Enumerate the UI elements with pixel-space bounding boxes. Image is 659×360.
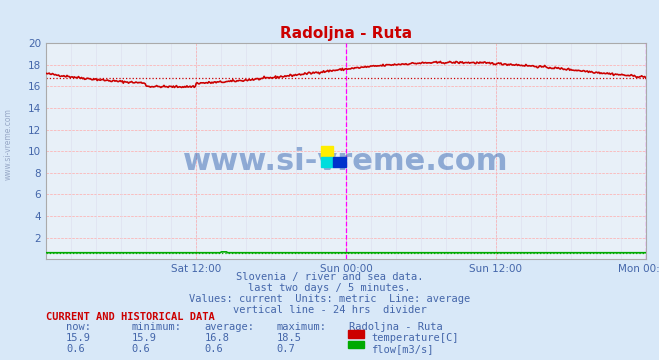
Text: now:: now: — [66, 322, 91, 332]
Text: CURRENT AND HISTORICAL DATA: CURRENT AND HISTORICAL DATA — [46, 312, 215, 322]
Bar — [321, 146, 333, 157]
Text: www.si-vreme.com: www.si-vreme.com — [3, 108, 13, 180]
Text: 0.6: 0.6 — [132, 344, 150, 354]
Text: 0.6: 0.6 — [204, 344, 223, 354]
Text: www.si-vreme.com: www.si-vreme.com — [183, 148, 509, 176]
Text: 15.9: 15.9 — [132, 333, 157, 343]
Text: flow[m3/s]: flow[m3/s] — [371, 344, 434, 354]
Text: temperature[C]: temperature[C] — [371, 333, 459, 343]
Text: vertical line - 24 hrs  divider: vertical line - 24 hrs divider — [233, 305, 426, 315]
Text: 16.8: 16.8 — [204, 333, 229, 343]
Bar — [321, 157, 333, 167]
Text: 18.5: 18.5 — [277, 333, 302, 343]
Text: Radoljna - Ruta: Radoljna - Ruta — [349, 322, 443, 332]
Text: 15.9: 15.9 — [66, 333, 91, 343]
Text: minimum:: minimum: — [132, 322, 182, 332]
Text: Slovenia / river and sea data.: Slovenia / river and sea data. — [236, 272, 423, 282]
Text: 0.7: 0.7 — [277, 344, 295, 354]
Text: average:: average: — [204, 322, 254, 332]
Title: Radoljna - Ruta: Radoljna - Ruta — [280, 26, 412, 41]
Text: 0.6: 0.6 — [66, 344, 84, 354]
Text: Values: current  Units: metric  Line: average: Values: current Units: metric Line: aver… — [189, 294, 470, 304]
Text: last two days / 5 minutes.: last two days / 5 minutes. — [248, 283, 411, 293]
Bar — [333, 157, 346, 167]
Text: maximum:: maximum: — [277, 322, 327, 332]
